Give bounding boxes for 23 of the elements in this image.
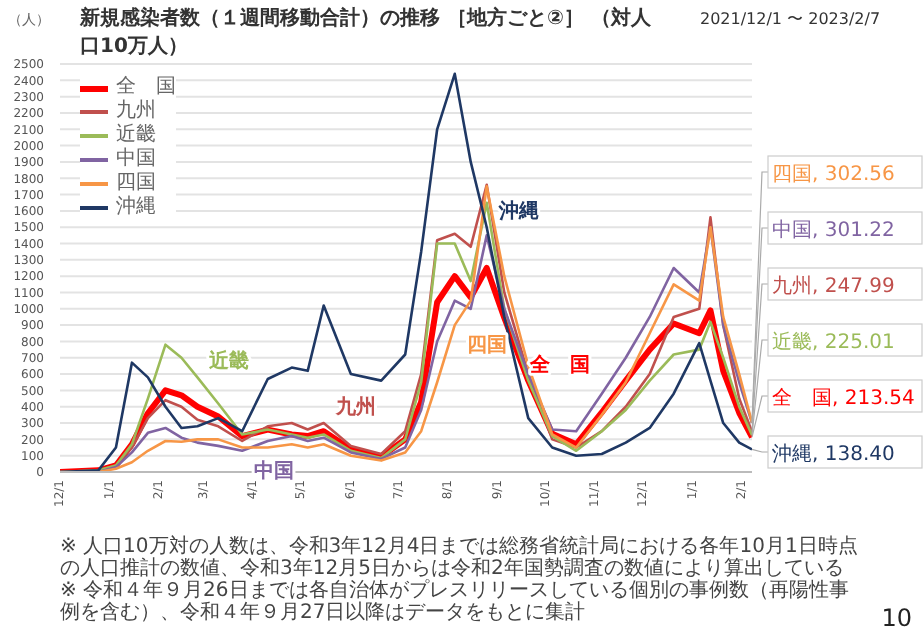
annotation: 中国 <box>254 458 295 483</box>
annotation: 全 国, 213.54 <box>772 386 915 410</box>
annotation: 近畿 <box>207 349 250 374</box>
text: ※ 令和４年９月26日までは各自治体がプレスリリースしている個別の事例数（再陽性事例を含む）、令和４年９月27日以降はデータをもとに集計 <box>60 580 849 624</box>
annotation: 四国 <box>466 335 507 358</box>
annotation: 四国, 302.56 <box>772 164 895 186</box>
annotation: 沖縄, 138.40 <box>772 442 895 466</box>
text: ※ 人口10万対の人数は、令和3年12月4日までは総務省統計局における各年10月1日時点の人口推計の数値、令和3年12月5日からは令和2年国勢調査の数値により算出している <box>60 536 858 580</box>
text: 2021/12/1 〜 2023/2/7 <box>700 10 881 28</box>
annotation: 沖縄 <box>496 199 539 224</box>
legend-label: 全 国 <box>116 76 176 98</box>
annotation: 九州 <box>333 395 376 420</box>
annotation: 中国, 301.22 <box>772 218 895 242</box>
legend-label: 九州 <box>116 100 156 122</box>
chart-title: 新規感染者数（１週間移動合計）の推移 ［地方ごと②］ （対人口10万人） <box>80 8 651 58</box>
annotation: 九州, 247.99 <box>772 274 895 298</box>
text: 10 <box>881 604 912 632</box>
legend-label: 四国 <box>116 172 156 194</box>
annotation: 近畿, 225.01 <box>772 330 895 354</box>
legend-label: 沖縄 <box>116 196 156 218</box>
legend-label: 近畿 <box>116 124 156 146</box>
legend-label: 中国 <box>116 148 156 170</box>
annotation: 全 国 <box>528 352 591 377</box>
